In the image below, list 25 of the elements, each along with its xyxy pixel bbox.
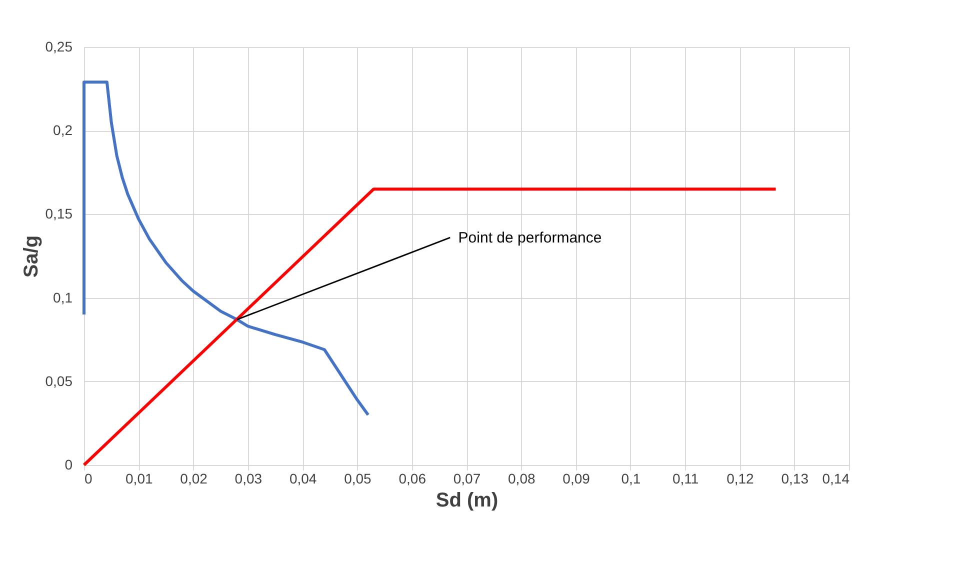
x-tick-label: 0,04 <box>289 470 317 486</box>
annotation: Point de performance <box>458 230 602 247</box>
x-tick-label: 0,12 <box>726 470 754 486</box>
y-tick-label: 0,15 <box>45 206 73 222</box>
x-tick-label: 0,14 <box>822 470 850 486</box>
x-tick-label: 0,13 <box>781 470 809 486</box>
line-series <box>82 80 370 416</box>
y-tick-label: 0,2 <box>53 122 73 138</box>
x-tick-label: 0,06 <box>398 470 426 486</box>
x-tick-label: 0,11 <box>672 470 699 486</box>
x-tick-label: 0,08 <box>508 470 536 486</box>
x-tick-label: 0,03 <box>234 470 262 486</box>
x-tick-label: 0,05 <box>344 470 372 486</box>
x-axis-title: Sd (m) <box>436 490 498 512</box>
x-tick-label: 0,09 <box>562 470 590 486</box>
x-tick-label: 0,02 <box>180 470 208 486</box>
y-axis-title: Sa/g <box>20 235 42 278</box>
x-tick-label: 0 <box>84 470 92 486</box>
y-tick-label: 0,1 <box>53 289 73 306</box>
y-tick-label: 0,05 <box>45 372 73 389</box>
y-tick-label: 0,25 <box>45 38 73 54</box>
x-tick-label: 0,1 <box>621 470 641 486</box>
x-tick-label: 0,01 <box>126 470 153 486</box>
y-tick-label: 0 <box>64 456 73 472</box>
x-tick-label: 0,07 <box>453 470 481 486</box>
